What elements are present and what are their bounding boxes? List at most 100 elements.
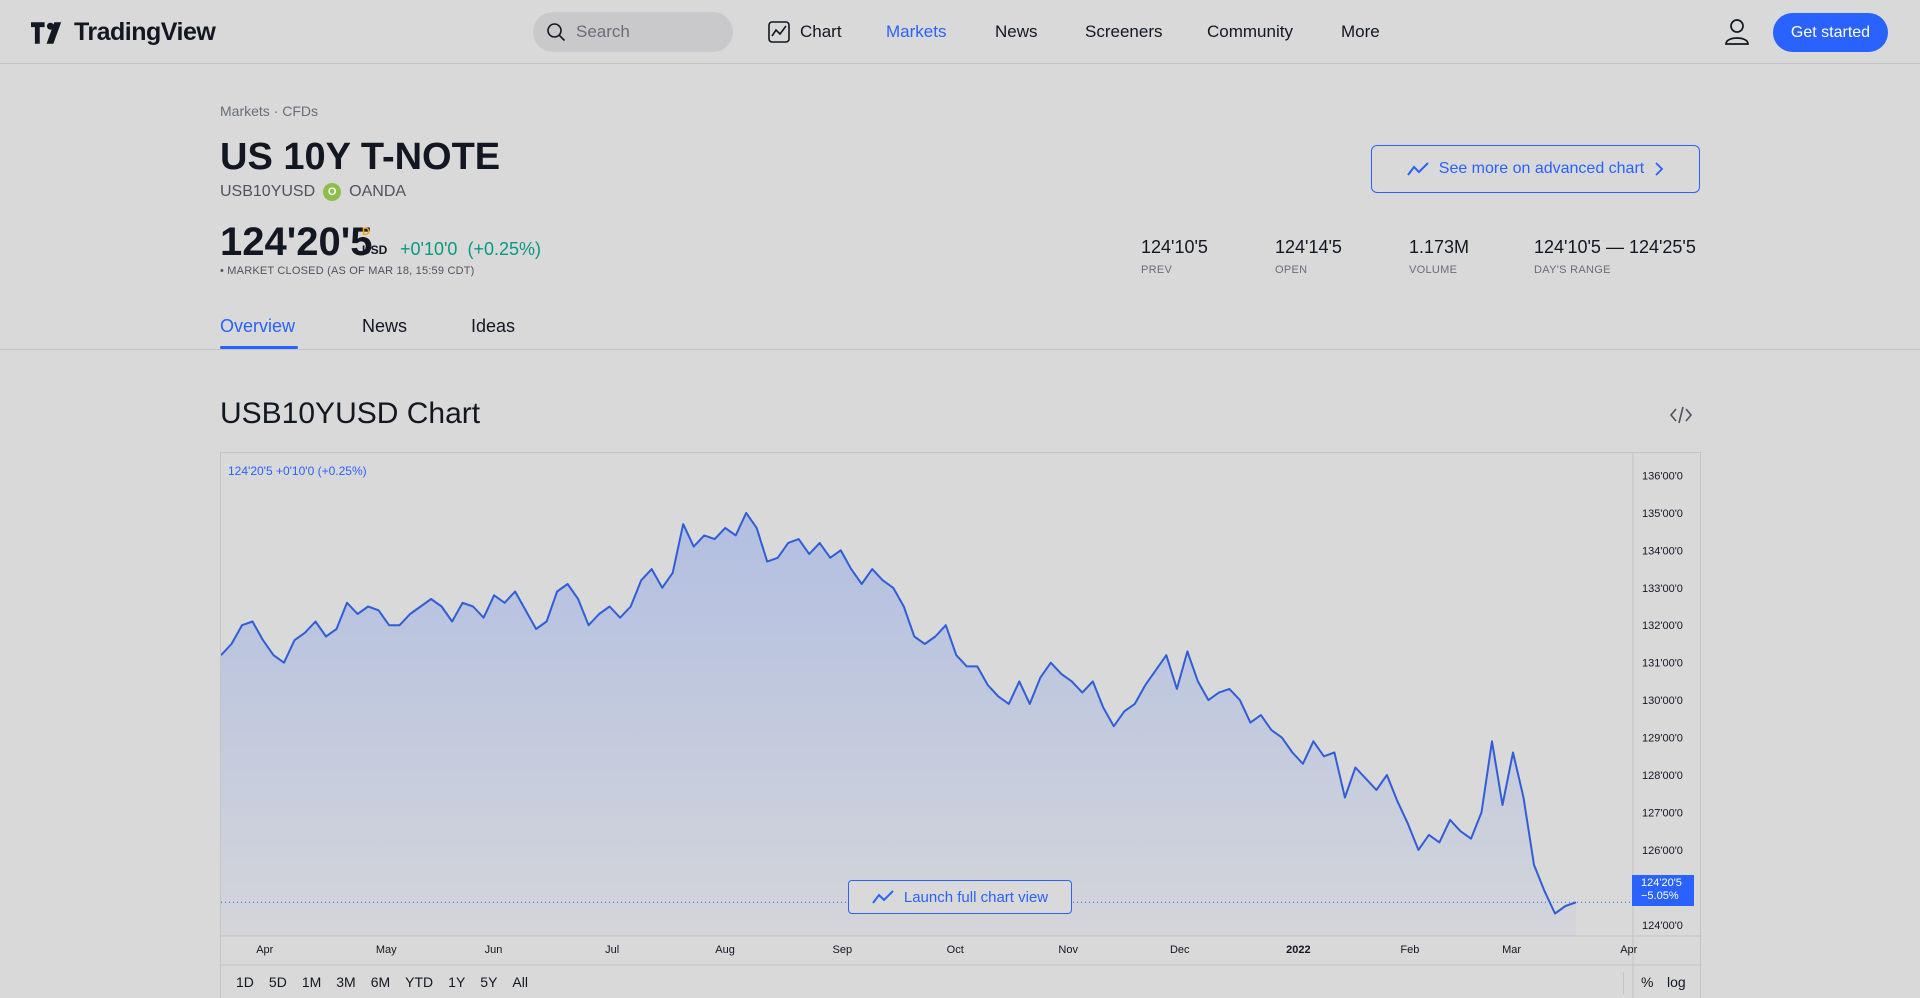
- stat-label: OPEN: [1275, 264, 1308, 276]
- price-axis-tick-label: 133'00'0: [1642, 583, 1683, 595]
- time-axis-tick-label: Jul: [605, 944, 619, 956]
- price-series-line: [221, 511, 1577, 915]
- tradingview-logo[interactable]: TradingView: [31, 18, 216, 47]
- nav-chart-label: Chart: [800, 22, 842, 41]
- active-tab-indicator: [220, 346, 298, 349]
- breadcrumb[interactable]: Markets · CFDs: [220, 103, 318, 119]
- stat-label: DAY'S RANGE: [1534, 264, 1611, 276]
- range-1d[interactable]: 1D: [236, 974, 254, 990]
- chart-section-title: USB10YUSD Chart: [220, 397, 481, 430]
- time-axis-tick-label: Feb: [1400, 944, 1419, 956]
- range-3m[interactable]: 3M: [336, 974, 356, 990]
- exchange-logo-icon: O: [323, 183, 342, 201]
- price-chart[interactable]: 136'00'0 135'00'0 134'00'0 133'00'0 132'00'0…: [220, 452, 1702, 998]
- time-axis-tick-label: May: [376, 944, 397, 956]
- last-price-tag-value: 124'20'5: [1641, 877, 1682, 889]
- range-6m[interactable]: 6M: [370, 974, 391, 990]
- get-started-button[interactable]: Get started: [1773, 13, 1888, 52]
- price-axis-tick-label: 127'00'0: [1642, 807, 1683, 819]
- user-icon[interactable]: [1724, 17, 1750, 45]
- log-scale-toggle[interactable]: log: [1667, 974, 1686, 990]
- delayed-flag: D: [362, 226, 370, 238]
- change-value: +0'10'0: [400, 239, 458, 259]
- time-axis-tick-label: 2022: [1286, 944, 1310, 956]
- price-change: +0'10'0 (+0.25%): [400, 239, 541, 260]
- currency-label: USD: [362, 243, 388, 257]
- change-percent: (+0.25%): [467, 239, 541, 259]
- price-axis-tick-label: 130'00'0: [1642, 695, 1683, 707]
- advanced-chart-label: See more on advanced chart: [1438, 160, 1645, 177]
- search-input[interactable]: [576, 22, 716, 42]
- stat-label: PREV: [1141, 264, 1173, 276]
- price-axis-tick-label: 134'00'0: [1642, 545, 1683, 557]
- price-axis-tick-label: 126'00'0: [1642, 845, 1683, 857]
- logo-text: TradingView: [74, 18, 216, 46]
- nav-chart[interactable]: Chart: [768, 0, 842, 64]
- symbol-subline: USB10YUSD O OANDA: [220, 183, 406, 201]
- chart-legend: 124'20'5 +0'10'0 (+0.25%): [228, 464, 367, 478]
- price-axis-tick-label: 128'00'0: [1642, 770, 1683, 782]
- last-price: 124'20'5: [220, 220, 373, 264]
- nav-news[interactable]: News: [995, 22, 1038, 41]
- time-axis-tick-label: Aug: [715, 944, 735, 956]
- stat-days-range: 124'10'5 — 124'25'5 DAY'S RANGE: [1534, 237, 1696, 276]
- range-ytd[interactable]: YTD: [405, 974, 434, 990]
- tab-overview[interactable]: Overview: [220, 316, 296, 336]
- ticker-label: USB10YUSD: [220, 183, 316, 200]
- time-axis-tick-label: Sep: [832, 944, 852, 956]
- tab-ideas[interactable]: Ideas: [471, 316, 516, 336]
- stat-value: 1.173M: [1409, 237, 1470, 257]
- trend-line-icon: [872, 890, 894, 904]
- price-axis-tick-label: 135'00'0: [1642, 508, 1683, 520]
- time-axis-tick-label: Apr: [256, 944, 273, 956]
- top-navigation-bar: TradingView Chart Markets News Screeners…: [0, 0, 1920, 64]
- search-icon: [547, 23, 566, 42]
- nav-more[interactable]: More: [1341, 22, 1380, 41]
- percent-scale-toggle[interactable]: %: [1641, 974, 1654, 990]
- time-axis-tick-label: Dec: [1170, 944, 1190, 956]
- stat-value: 124'10'5: [1141, 237, 1208, 257]
- range-5y[interactable]: 5Y: [480, 974, 498, 990]
- time-axis-tick-label: Nov: [1058, 944, 1078, 956]
- nav-markets[interactable]: Markets: [886, 22, 947, 41]
- time-axis-tick-label: Oct: [947, 944, 964, 956]
- time-axis-tick-label: Apr: [1620, 944, 1637, 956]
- price-axis-tick-label: 131'00'0: [1642, 658, 1683, 670]
- range-1y[interactable]: 1Y: [448, 974, 466, 990]
- range-all[interactable]: All: [512, 974, 528, 990]
- price-area-fill: [221, 512, 1576, 936]
- range-5d[interactable]: 5D: [268, 974, 287, 990]
- tradingview-logo-icon: [31, 21, 62, 44]
- launch-label: Launch full chart view: [903, 888, 1049, 906]
- price-chart-svg: 136'00'0 135'00'0 134'00'0 133'00'0 132'00'0…: [221, 453, 1702, 998]
- tabs-divider: [0, 349, 1920, 350]
- stat-value: 124'10'5 — 124'25'5: [1534, 237, 1696, 257]
- embed-code-icon[interactable]: [1669, 405, 1693, 425]
- time-axis-tick-label: Jun: [485, 944, 503, 956]
- stat-label: VOLUME: [1409, 264, 1458, 276]
- market-status: • MARKET CLOSED (AS OF MAR 18, 15:59 CDT…: [220, 265, 475, 277]
- trend-line-icon: [1406, 162, 1429, 176]
- stat-value: 124'14'5: [1275, 237, 1342, 257]
- search-box[interactable]: [533, 12, 733, 52]
- page-title: US 10Y T-NOTE: [220, 136, 501, 178]
- chart-icon: [768, 21, 790, 43]
- time-axis-tick-label: Mar: [1502, 944, 1521, 956]
- range-divider: [1623, 972, 1624, 994]
- exchange-label[interactable]: OANDA: [349, 183, 407, 200]
- tab-news[interactable]: News: [362, 316, 408, 336]
- see-more-advanced-chart-button[interactable]: See more on advanced chart: [1371, 145, 1700, 193]
- price-axis-tick-label: 129'00'0: [1642, 733, 1683, 745]
- nav-screeners[interactable]: Screeners: [1085, 22, 1163, 41]
- time-range-bar: 1D 5D 1M 3M 6M YTD 1Y 5Y All: [220, 966, 1701, 998]
- price-axis-tick-label: 124'00'0: [1642, 920, 1683, 932]
- stat-volume: 1.173M VOLUME: [1409, 237, 1469, 276]
- nav-community[interactable]: Community: [1207, 22, 1293, 41]
- stat-prev: 124'10'5 PREV: [1141, 237, 1208, 276]
- launch-full-chart-button[interactable]: Launch full chart view: [848, 880, 1072, 914]
- range-1m[interactable]: 1M: [301, 974, 322, 990]
- last-price-tag-change: −5.05%: [1641, 890, 1679, 902]
- price-axis-tick-label: 136'00'0: [1642, 470, 1683, 482]
- chevron-right-icon: [1655, 162, 1664, 176]
- price-axis-tick-label: 132'00'0: [1642, 620, 1683, 632]
